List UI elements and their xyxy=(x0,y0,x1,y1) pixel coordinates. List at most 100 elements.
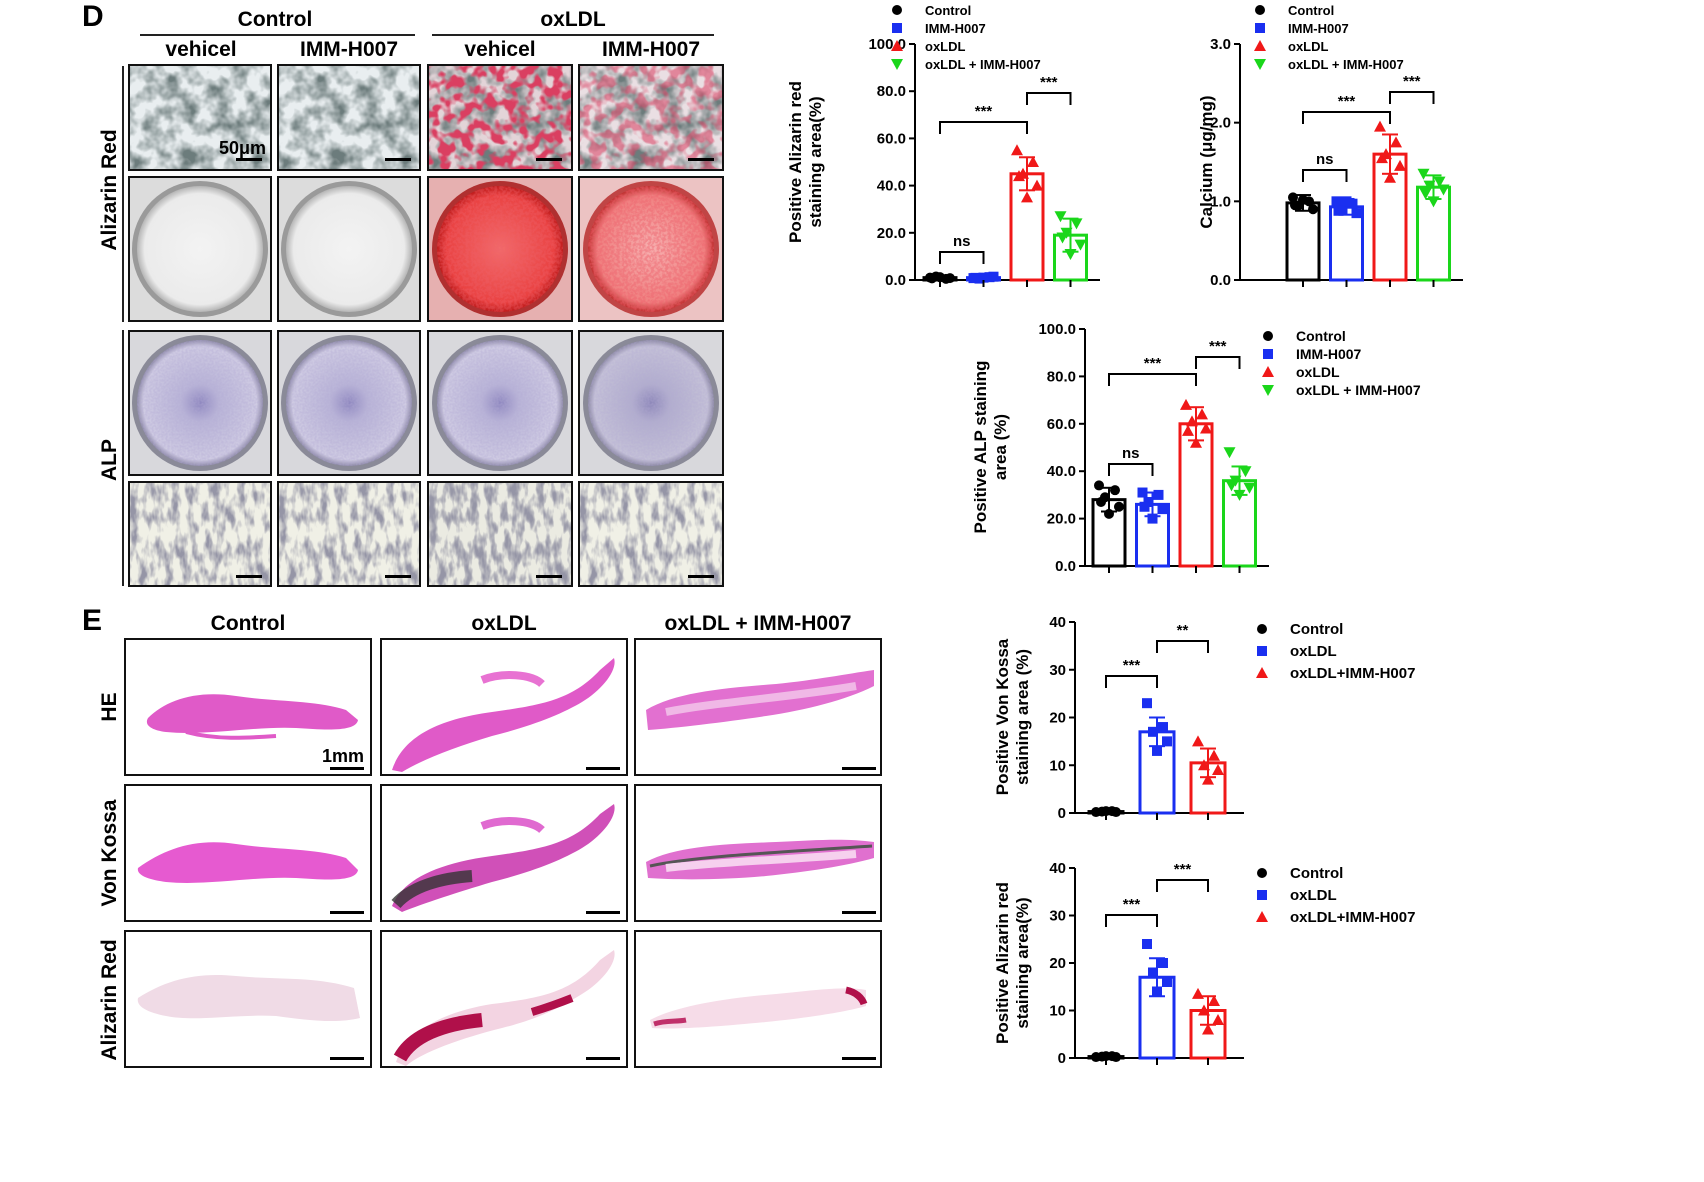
calcium-ytick-label: 0.0 xyxy=(1210,272,1231,289)
calcium-point-0 xyxy=(1304,196,1314,207)
alp-ytick-label: 100.0 xyxy=(1038,321,1076,338)
panel-d-group-underline-control xyxy=(140,34,415,36)
alizarin_tissue-legend-marker-2 xyxy=(1256,911,1268,922)
alizarin_tissue-ylabel-line: staining area(%) xyxy=(1013,897,1032,1028)
alp-ytick-label: 80.0 xyxy=(1047,368,1076,385)
alizarin_cells-legend-marker-1 xyxy=(892,23,902,33)
vonkossa-ylabel: Positive Von Kossa staining area (%) xyxy=(993,638,1032,795)
vonkossa-ytick-label: 10 xyxy=(1049,757,1066,774)
alizarin_tissue-legend-marker-1 xyxy=(1257,890,1267,900)
calcium-bar-1 xyxy=(1329,205,1364,282)
alizarin_cells-point-3 xyxy=(1056,232,1069,244)
alp-point-2 xyxy=(1196,408,1208,420)
alizarin_tissue-point-2 xyxy=(1202,1023,1214,1035)
alizarin_tissue-sig-label: *** xyxy=(1174,861,1192,878)
panel-d-letter: D xyxy=(82,0,104,33)
d-alp-micro-control-vehicel xyxy=(128,481,272,587)
alizarin_tissue-sig-bracket xyxy=(1156,879,1209,892)
alp-bar-1 xyxy=(1135,502,1170,568)
panel-d-col-header-3: vehicel xyxy=(464,38,536,61)
alp-legend-label-0: Control xyxy=(1296,328,1346,344)
panel-e-col-header-3: oxLDL + IMM-H007 xyxy=(664,612,852,635)
e-scale-bar-vk-3 xyxy=(842,911,876,914)
alizarin_tissue-point-1 xyxy=(1152,986,1162,997)
alizarin_cells-bar-1 xyxy=(966,276,1001,282)
alizarin_cells-legend-label-2: oxLDL xyxy=(925,39,966,54)
alizarin_tissue-ytick-label: 30 xyxy=(1049,908,1066,925)
alp-legend-marker-2 xyxy=(1262,366,1274,377)
d-alizarin-micro-oxldl-immh007 xyxy=(578,64,724,171)
alizarin_tissue-point-0 xyxy=(1091,1052,1101,1063)
alizarin_cells-ytick-label: 0.0 xyxy=(885,272,906,289)
calcium-sig-label: *** xyxy=(1403,73,1421,90)
alizarin_cells-sig-label: ns xyxy=(953,233,971,250)
alizarin_tissue-legend-label-0: Control xyxy=(1290,865,1343,882)
alizarin_cells-bar-3 xyxy=(1053,233,1088,282)
alp-point-3 xyxy=(1239,466,1252,478)
alp-point-2 xyxy=(1180,398,1192,410)
panel-d-row-label-alizarin: Alizarin Red xyxy=(98,129,121,251)
vonkossa-point-1 xyxy=(1162,736,1172,747)
alizarin_tissue-bar-2 xyxy=(1189,1009,1227,1060)
vonkossa-legend-label-0: Control xyxy=(1290,621,1343,638)
alizarin_cells-point-0 xyxy=(935,272,945,283)
e-alizarin-oxldl-immh007 xyxy=(634,930,882,1068)
e-scale-bar-he-3 xyxy=(842,767,876,770)
calcium-bar-0 xyxy=(1285,201,1321,282)
alp-ytick-label: 40.0 xyxy=(1047,463,1076,480)
alizarin_tissue-bar-1 xyxy=(1138,975,1176,1060)
alizarin_cells-point-0 xyxy=(927,273,937,284)
alizarin_tissue-ytick-label: 40 xyxy=(1049,860,1066,877)
alizarin_tissue-point-2 xyxy=(1198,1004,1210,1016)
alp-ytick-label: 0.0 xyxy=(1055,558,1076,575)
alizarin_tissue-ylabel: Positive Alizarin red staining area(%) xyxy=(993,882,1032,1044)
alizarin_cells-legend-label-1: IMM-H007 xyxy=(925,21,986,36)
d-alizarin-dish-oxldl-vehicel xyxy=(427,176,573,322)
vonkossa-point-2 xyxy=(1202,773,1214,785)
alizarin_tissue-legend-marker-0 xyxy=(1257,868,1267,878)
alp-legend-marker-3 xyxy=(1262,385,1274,396)
vonkossa-legend-label-2: oxLDL+IMM-H007 xyxy=(1290,665,1415,682)
alp-bar-2 xyxy=(1178,422,1214,568)
alizarin_tissue-point-1 xyxy=(1162,977,1172,987)
panel-d-col-header-1: vehicel xyxy=(165,38,237,61)
alp-point-1 xyxy=(1139,501,1150,512)
calcium-point-1 xyxy=(1351,208,1362,219)
vonkossa-ylabel-line: staining area (%) xyxy=(1013,649,1032,785)
calcium-sig-bracket xyxy=(1302,111,1391,124)
alp-sig-label: ns xyxy=(1122,445,1140,462)
alizarin_tissue-legend-label-1: oxLDL xyxy=(1290,887,1337,904)
d-alizarin-micro-control-vehicel xyxy=(128,64,272,171)
d-alp-scale-bar-4 xyxy=(688,575,714,578)
calcium-point-0 xyxy=(1308,204,1318,215)
alizarin_cells-ylabel-line: staining area(%) xyxy=(806,96,825,227)
alizarin_cells-point-0 xyxy=(925,272,935,283)
calcium-ylabel-line: Calcium (μg/mg) xyxy=(1197,95,1216,228)
e-scale-bar-vk-2 xyxy=(586,911,620,914)
panel-d-row-label-alp: ALP xyxy=(98,439,121,481)
calcium-point-2 xyxy=(1374,120,1386,132)
alizarin_tissue-point-0 xyxy=(1097,1051,1107,1062)
d-alizarin-dish-control-vehicel xyxy=(128,176,272,322)
alp-point-2 xyxy=(1182,424,1194,436)
vonkossa-ytick-label: 40 xyxy=(1049,614,1066,631)
calcium-sig-label: ns xyxy=(1316,151,1334,168)
d-scale-bar-4 xyxy=(688,158,714,161)
alizarin_cells-point-1 xyxy=(988,271,999,282)
vonkossa-sig-bracket xyxy=(1156,640,1209,653)
alp-sig-bracket xyxy=(1195,356,1241,369)
calcium-legend-label-3: oxLDL + IMM-H007 xyxy=(1288,57,1404,72)
alizarin_cells-sig-bracket xyxy=(1026,92,1072,105)
alizarin_cells-legend-marker-2 xyxy=(891,40,903,51)
calcium-point-0 xyxy=(1298,194,1308,205)
calcium-ytick-label: 3.0 xyxy=(1210,36,1231,53)
alp-point-3 xyxy=(1233,489,1246,501)
alizarin_tissue-sig-bracket xyxy=(1105,914,1158,927)
panel-d-row-bracket-alizarin xyxy=(122,66,124,322)
alizarin_tissue-point-1 xyxy=(1142,939,1152,949)
d-scale-bar-1 xyxy=(236,158,262,161)
alizarin_cells-point-0 xyxy=(945,273,955,284)
alizarin_cells-ylabel: Positive Alizarin red staining area(%) xyxy=(786,81,825,243)
alp-point-1 xyxy=(1147,513,1158,524)
calcium-point-1 xyxy=(1341,196,1352,207)
